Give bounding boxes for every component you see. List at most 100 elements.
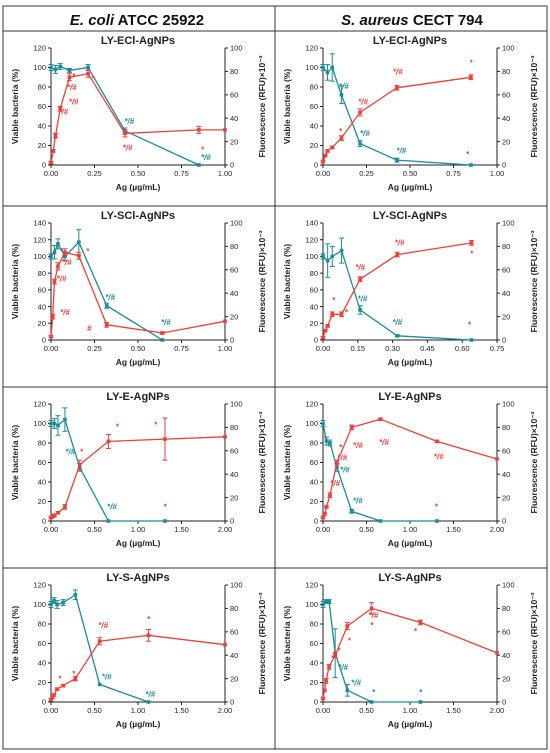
fluorescence-data-point	[395, 85, 399, 90]
y-tick-label: 20	[310, 319, 318, 328]
fluorescence-data-point	[325, 149, 330, 153]
y2-tick-label: 80	[502, 67, 510, 76]
y2-tick-label: 100	[502, 44, 515, 53]
significance-mark: *	[470, 249, 474, 258]
fluorescence-data-point	[324, 679, 328, 683]
fluorescence-data-point	[49, 697, 53, 702]
fluorescence-data-point	[104, 322, 109, 327]
fluorescence-data-point	[322, 688, 327, 693]
viability-data-point	[345, 688, 350, 693]
y-tick-label: 40	[310, 302, 318, 311]
y-tick-label: 0	[314, 517, 318, 526]
significance-mark: *	[339, 443, 343, 452]
significance-mark: */#	[395, 239, 405, 248]
viability-data-point	[339, 93, 344, 97]
y-tick-label: 80	[38, 83, 46, 92]
y-tick-label: 0	[314, 161, 318, 170]
fluorescence-data-point	[324, 505, 329, 509]
significance-mark: */#	[98, 621, 108, 630]
viability-data-point	[469, 163, 473, 167]
significance-mark: *	[116, 422, 120, 431]
significance-mark: */#	[124, 117, 134, 126]
significance-mark: */#	[351, 678, 361, 687]
fluorescence-series-line	[322, 607, 498, 699]
significance-mark: *	[331, 654, 335, 663]
x-tick-label: 0.00	[316, 169, 331, 178]
fluorescence-data-point	[73, 676, 78, 681]
fluorescence-data-point	[63, 250, 67, 255]
y-axis-label: Viable bacteria (%)	[10, 69, 20, 145]
viability-data-point	[97, 682, 102, 687]
y2-axis-label: Fluorescence (RFU)×10⁻³	[257, 230, 267, 332]
x-tick-label: 0.50	[359, 525, 374, 534]
significance-mark: */#	[161, 318, 171, 327]
fluorescence-data-point	[469, 241, 474, 245]
fluorescence-data-point	[369, 606, 374, 611]
significance-mark: *	[201, 145, 205, 154]
fluorescence-data-point	[327, 665, 331, 669]
x-tick-label: 0.75	[446, 169, 461, 178]
y2-tick-label: 0	[502, 161, 506, 170]
viability-data-point	[435, 519, 439, 523]
y2-tick-label: 100	[230, 581, 243, 590]
x-tick-label: 0.50	[87, 525, 102, 534]
y-tick-label: 60	[38, 639, 46, 648]
x-tick-label: 1.00	[403, 525, 418, 534]
significance-mark: *	[339, 127, 343, 136]
fluorescence-data-point	[52, 279, 57, 284]
fluorescence-data-point	[61, 683, 65, 688]
x-tick-label: 0.00	[44, 706, 59, 715]
fluorescence-data-point	[321, 515, 325, 520]
significance-mark: */#	[60, 308, 70, 317]
viability-data-point	[324, 439, 329, 443]
x-tick-label: 0.15	[350, 344, 365, 353]
significance-mark: */#	[379, 438, 389, 447]
y2-tick-label: 40	[502, 651, 510, 660]
significance-mark: *	[435, 502, 439, 511]
fluorescence-data-point	[50, 314, 55, 319]
y-tick-label: 80	[310, 269, 318, 278]
y2-tick-label: 0	[230, 517, 234, 526]
panel-title: LY-E-AgNPs	[106, 391, 169, 403]
y-tick-label: 20	[38, 678, 46, 687]
significance-mark: */#	[69, 98, 79, 107]
y-tick-label: 100	[305, 600, 318, 609]
fluorescence-data-point	[395, 252, 400, 257]
x-tick-label: 1.00	[218, 344, 233, 353]
y2-axis-label: Fluorescence (RFU)×10⁻³	[257, 411, 267, 513]
y2-tick-label: 100	[230, 44, 243, 53]
y-tick-label: 60	[38, 458, 46, 467]
viability-data-point	[61, 600, 65, 605]
viability-data-point	[378, 519, 383, 523]
y2-tick-label: 80	[230, 67, 238, 76]
significance-mark: *	[72, 72, 76, 81]
panel-title: LY-S-AgNPs	[106, 572, 169, 584]
significance-mark: *	[370, 621, 374, 630]
y-tick-label: 100	[33, 600, 46, 609]
y-tick-label: 100	[33, 252, 46, 261]
significance-mark: */#	[57, 275, 67, 284]
significance-mark: *	[80, 448, 84, 457]
significance-mark: */#	[369, 611, 379, 620]
y-axis-label: Viable bacteria (%)	[282, 425, 292, 501]
y-tick-label: 120	[305, 400, 318, 409]
significance-mark: *	[332, 296, 336, 305]
viability-data-point	[335, 465, 339, 470]
significance-mark: */#	[360, 129, 370, 138]
significance-mark: *	[337, 646, 341, 655]
y2-tick-label: 60	[230, 628, 238, 637]
viability-data-point	[197, 163, 201, 167]
y-tick-label: 100	[305, 63, 318, 72]
significance-mark: */#	[337, 454, 347, 463]
significance-mark: */#	[145, 690, 155, 699]
x-tick-label: 1.00	[218, 169, 233, 178]
viability-data-point	[358, 141, 362, 146]
y2-tick-label: 100	[502, 581, 515, 590]
viability-data-point	[56, 242, 60, 246]
fluorescence-data-point	[49, 334, 53, 339]
